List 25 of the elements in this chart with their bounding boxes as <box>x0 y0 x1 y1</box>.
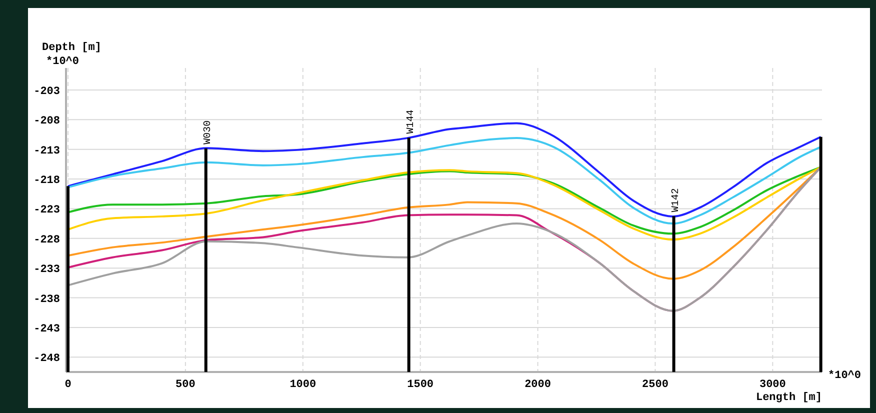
x-axis-title: Length [m] <box>756 392 822 404</box>
y-tick-label: -213 <box>34 145 60 158</box>
y-tick-label: -223 <box>34 204 60 217</box>
y-tick-label: -238 <box>34 294 60 306</box>
y-tick-label: -203 <box>34 86 60 98</box>
ref-line-label: W142 <box>670 188 682 212</box>
x-tick-label: 3000 <box>759 379 786 391</box>
line-series <box>67 166 822 312</box>
x-tick-label: 2000 <box>524 379 551 391</box>
y-tick-label: -228 <box>34 234 60 246</box>
ref-line-label: W030 <box>202 120 214 144</box>
x-tick-label: 0 <box>64 379 72 391</box>
y-axis-title: Depth [m] <box>42 42 102 54</box>
text: *10^0 <box>46 56 80 68</box>
y-tick-label: -233 <box>34 264 60 276</box>
x-tick-label: 1000 <box>290 379 316 391</box>
x-tick-label: 500 <box>176 379 196 391</box>
y-tick-label: -208 <box>34 116 60 128</box>
y-tick-label: -248 <box>34 353 60 366</box>
text: *10^0 <box>828 370 862 382</box>
x-tick-label: 2500 <box>642 379 668 391</box>
ref-line-label: W144 <box>406 110 417 134</box>
y-tick-label: -218 <box>34 175 60 188</box>
x-tick-label: 1500 <box>407 379 434 391</box>
y-tick-label: -243 <box>34 323 60 336</box>
